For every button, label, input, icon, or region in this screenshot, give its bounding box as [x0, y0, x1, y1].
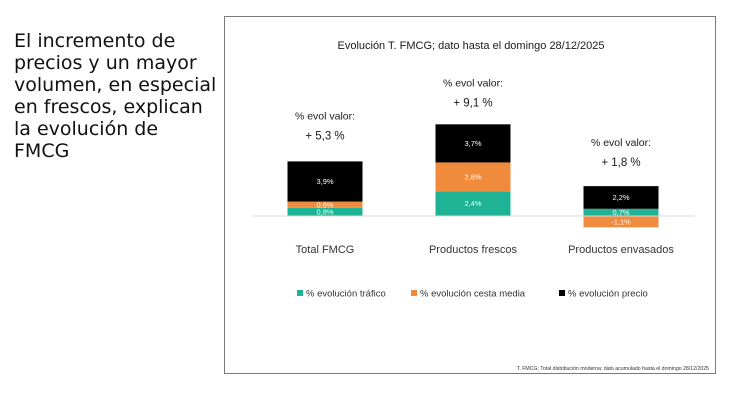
value-change-figure: + 5,3 % [305, 130, 344, 142]
bar-segment-traffic-3 [583, 208, 659, 216]
chart-footnote: T. FMCG; Total distribución moderna; dat… [517, 366, 709, 372]
data-label: 2,2% [612, 193, 629, 202]
data-label: 3,9% [316, 177, 333, 186]
data-label: 2,4% [464, 199, 481, 208]
slide-intro-text: El incremento de precios y un mayor volu… [14, 30, 217, 162]
category-label: Productos envasados [568, 244, 674, 256]
data-label: -1,1% [611, 217, 631, 226]
stacked-bar-chart: Evolución T. FMCG; dato hasta el domingo… [253, 40, 709, 372]
legend-swatch-traffic [297, 290, 303, 296]
bar-segment-basket-3 [583, 216, 659, 228]
value-change-figure: + 9,1 % [453, 97, 492, 109]
bar-segment-basket-1 [287, 201, 363, 208]
bar-segment-price-1 [287, 161, 363, 202]
data-label: 0,6% [316, 200, 333, 209]
value-change-figure: + 1,8 % [601, 157, 640, 169]
data-label: 0,7% [612, 208, 629, 217]
data-label: 2,8% [464, 172, 481, 181]
bar-segment-price-3 [583, 186, 659, 209]
bar-segment-traffic-2 [435, 191, 511, 216]
bar-segment-traffic-1 [287, 207, 363, 216]
value-change-label: % evol valor: [591, 137, 651, 149]
bar-segment-price-2 [435, 124, 511, 163]
legend-item-price: % evolución precio [568, 289, 648, 300]
legend-item-traffic: % evolución tráfico [306, 289, 386, 300]
value-change-label: % evol valor: [295, 110, 355, 122]
data-label: 3,7% [464, 139, 481, 148]
bar-segment-basket-2 [435, 162, 511, 192]
legend-swatch-price [559, 290, 565, 296]
data-label: 0,8% [316, 207, 333, 216]
chart-title: Evolución T. FMCG; dato hasta el domingo… [337, 40, 604, 52]
legend-item-basket: % evolución cesta media [420, 289, 526, 300]
chart-panel: Evolución T. FMCG; dato hasta el domingo… [224, 16, 716, 374]
category-label: Total FMCG [296, 244, 355, 256]
category-label: Productos frescos [429, 244, 518, 256]
value-change-label: % evol valor: [443, 77, 503, 89]
legend-swatch-basket [411, 290, 417, 296]
